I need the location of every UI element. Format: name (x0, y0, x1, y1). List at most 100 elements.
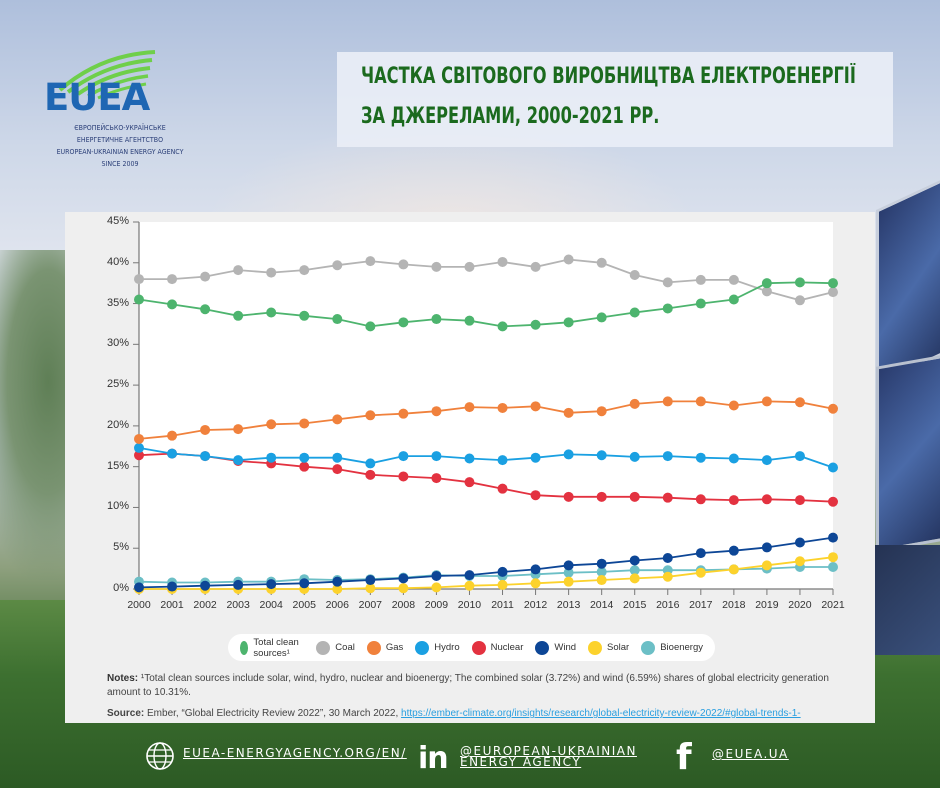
logo-wordmark: EUEA (44, 76, 150, 119)
data-point-nuclear (761, 494, 772, 505)
notes-label: Notes: (107, 673, 139, 684)
legend-label: Total clean sources¹ (253, 636, 299, 659)
legend-swatch-icon (415, 640, 430, 655)
data-point-coal (398, 259, 409, 270)
legend-label: Bioenergy (660, 642, 703, 653)
solar-panel-image (876, 169, 940, 387)
data-point-gas (629, 398, 640, 409)
data-point-wind (398, 573, 409, 584)
data-point-gas (299, 418, 310, 429)
data-point-total-clean-sources (134, 294, 144, 305)
series-line-nuclear (138, 452, 834, 503)
y-tick-label: 35% (106, 296, 129, 309)
legend-item: Gas (366, 640, 403, 655)
data-point-solar (464, 580, 475, 591)
data-point-solar (629, 573, 640, 584)
linkedin-handle-line2: ENERGY AGENCY (460, 755, 582, 769)
data-point-coal (266, 267, 277, 278)
data-point-nuclear (662, 492, 673, 503)
notes-text: ¹Total clean sources include solar, wind… (107, 673, 829, 698)
data-point-coal (431, 261, 442, 272)
title-box: ЧАСТКА СВІТОВОГО ВИРОБНИЦТВА ЕЛЕКТРОЕНЕР… (337, 52, 893, 147)
facebook-link[interactable]: @EUEA.UA (712, 747, 789, 761)
data-point-hydro (662, 451, 673, 462)
data-point-hydro (695, 452, 706, 463)
data-point-coal (167, 274, 178, 285)
data-point-nuclear (431, 473, 442, 484)
data-point-total-clean-sources (167, 299, 178, 310)
data-point-gas (365, 410, 376, 421)
data-point-hydro (134, 442, 144, 453)
data-point-total-clean-sources (497, 321, 508, 332)
source-link[interactable]: https://ember-climate.org/insights/resea… (401, 708, 801, 719)
data-point-solar (662, 571, 673, 582)
data-point-solar (761, 560, 772, 571)
data-point-gas (596, 406, 607, 417)
legend-item: Coal (316, 640, 355, 655)
data-point-wind (530, 564, 541, 575)
series-line-solar (139, 556, 834, 590)
data-point-wind (794, 537, 805, 548)
x-tick-label: 2007 (358, 599, 382, 611)
chart-legend: Total clean sources¹ Coal Gas Hydro Nuclear W… (228, 634, 715, 661)
data-point-gas (828, 403, 838, 414)
data-point-hydro (398, 451, 409, 462)
data-point-coal (497, 256, 508, 267)
data-point-wind (728, 545, 739, 556)
data-point-nuclear (497, 483, 508, 494)
chart-notes: Notes: ¹Total clean sources include sola… (107, 672, 847, 700)
data-point-solar (563, 576, 574, 587)
data-point-total-clean-sources (431, 314, 442, 325)
data-point-solar (365, 583, 376, 594)
data-point-total-clean-sources (530, 319, 541, 330)
data-point-total-clean-sources (695, 298, 706, 309)
data-point-wind (497, 566, 508, 577)
data-point-wind (365, 575, 376, 586)
x-tick-label: 2019 (755, 599, 779, 611)
x-tick-label: 2021 (821, 599, 845, 611)
data-point-hydro (563, 449, 574, 460)
data-point-solar (794, 556, 805, 567)
data-point-nuclear (728, 495, 739, 506)
data-point-gas (761, 396, 772, 407)
data-point-total-clean-sources (233, 310, 244, 321)
x-tick-label: 2003 (226, 599, 250, 611)
data-point-coal (134, 274, 144, 285)
legend-item: Bioenergy (641, 640, 703, 655)
website-link[interactable]: EUEA-ENERGYAGENCY.ORG/EN/ (183, 746, 407, 760)
data-point-total-clean-sources (662, 303, 673, 314)
x-tick-label: 2001 (160, 599, 184, 611)
y-tick-label: 10% (106, 500, 129, 513)
series-line-bioenergy (138, 566, 833, 584)
x-tick-label: 2011 (491, 599, 514, 611)
data-point-wind (596, 558, 607, 569)
data-point-nuclear (794, 495, 805, 506)
data-point-wind (134, 582, 144, 593)
data-point-coal (233, 265, 244, 276)
euea-logo (40, 50, 205, 180)
data-point-total-clean-sources (266, 307, 277, 318)
data-point-coal (365, 256, 376, 267)
data-point-nuclear (134, 450, 144, 461)
data-point-bioenergy (596, 566, 607, 577)
legend-item: Wind (535, 640, 576, 655)
data-point-nuclear (464, 477, 475, 488)
data-point-solar (497, 579, 508, 590)
linkedin-link[interactable]: @EUROPEAN-UKRAINIAN ENERGY AGENCY (460, 744, 637, 769)
data-point-total-clean-sources (464, 315, 475, 326)
logo-line: SINCE 2009 (101, 160, 139, 168)
x-tick-label: 2006 (325, 599, 349, 611)
y-tick-label: 25% (106, 378, 129, 391)
linkedin-handle-line1: @EUROPEAN-UKRAINIAN (460, 744, 637, 758)
data-point-solar (398, 583, 409, 594)
data-point-gas (266, 419, 277, 430)
data-point-total-clean-sources (629, 307, 640, 318)
data-point-coal (332, 260, 343, 271)
data-point-hydro (596, 450, 607, 461)
chart-card: 0% 5% 10% 15% 20% 25% 30% 35% 40% 45% 2000 2001 200… (65, 212, 875, 723)
data-point-solar (530, 578, 541, 589)
data-point-bioenergy (828, 561, 838, 572)
line-chart (133, 221, 838, 595)
data-point-coal (629, 270, 640, 281)
data-point-bioenergy (629, 565, 640, 576)
